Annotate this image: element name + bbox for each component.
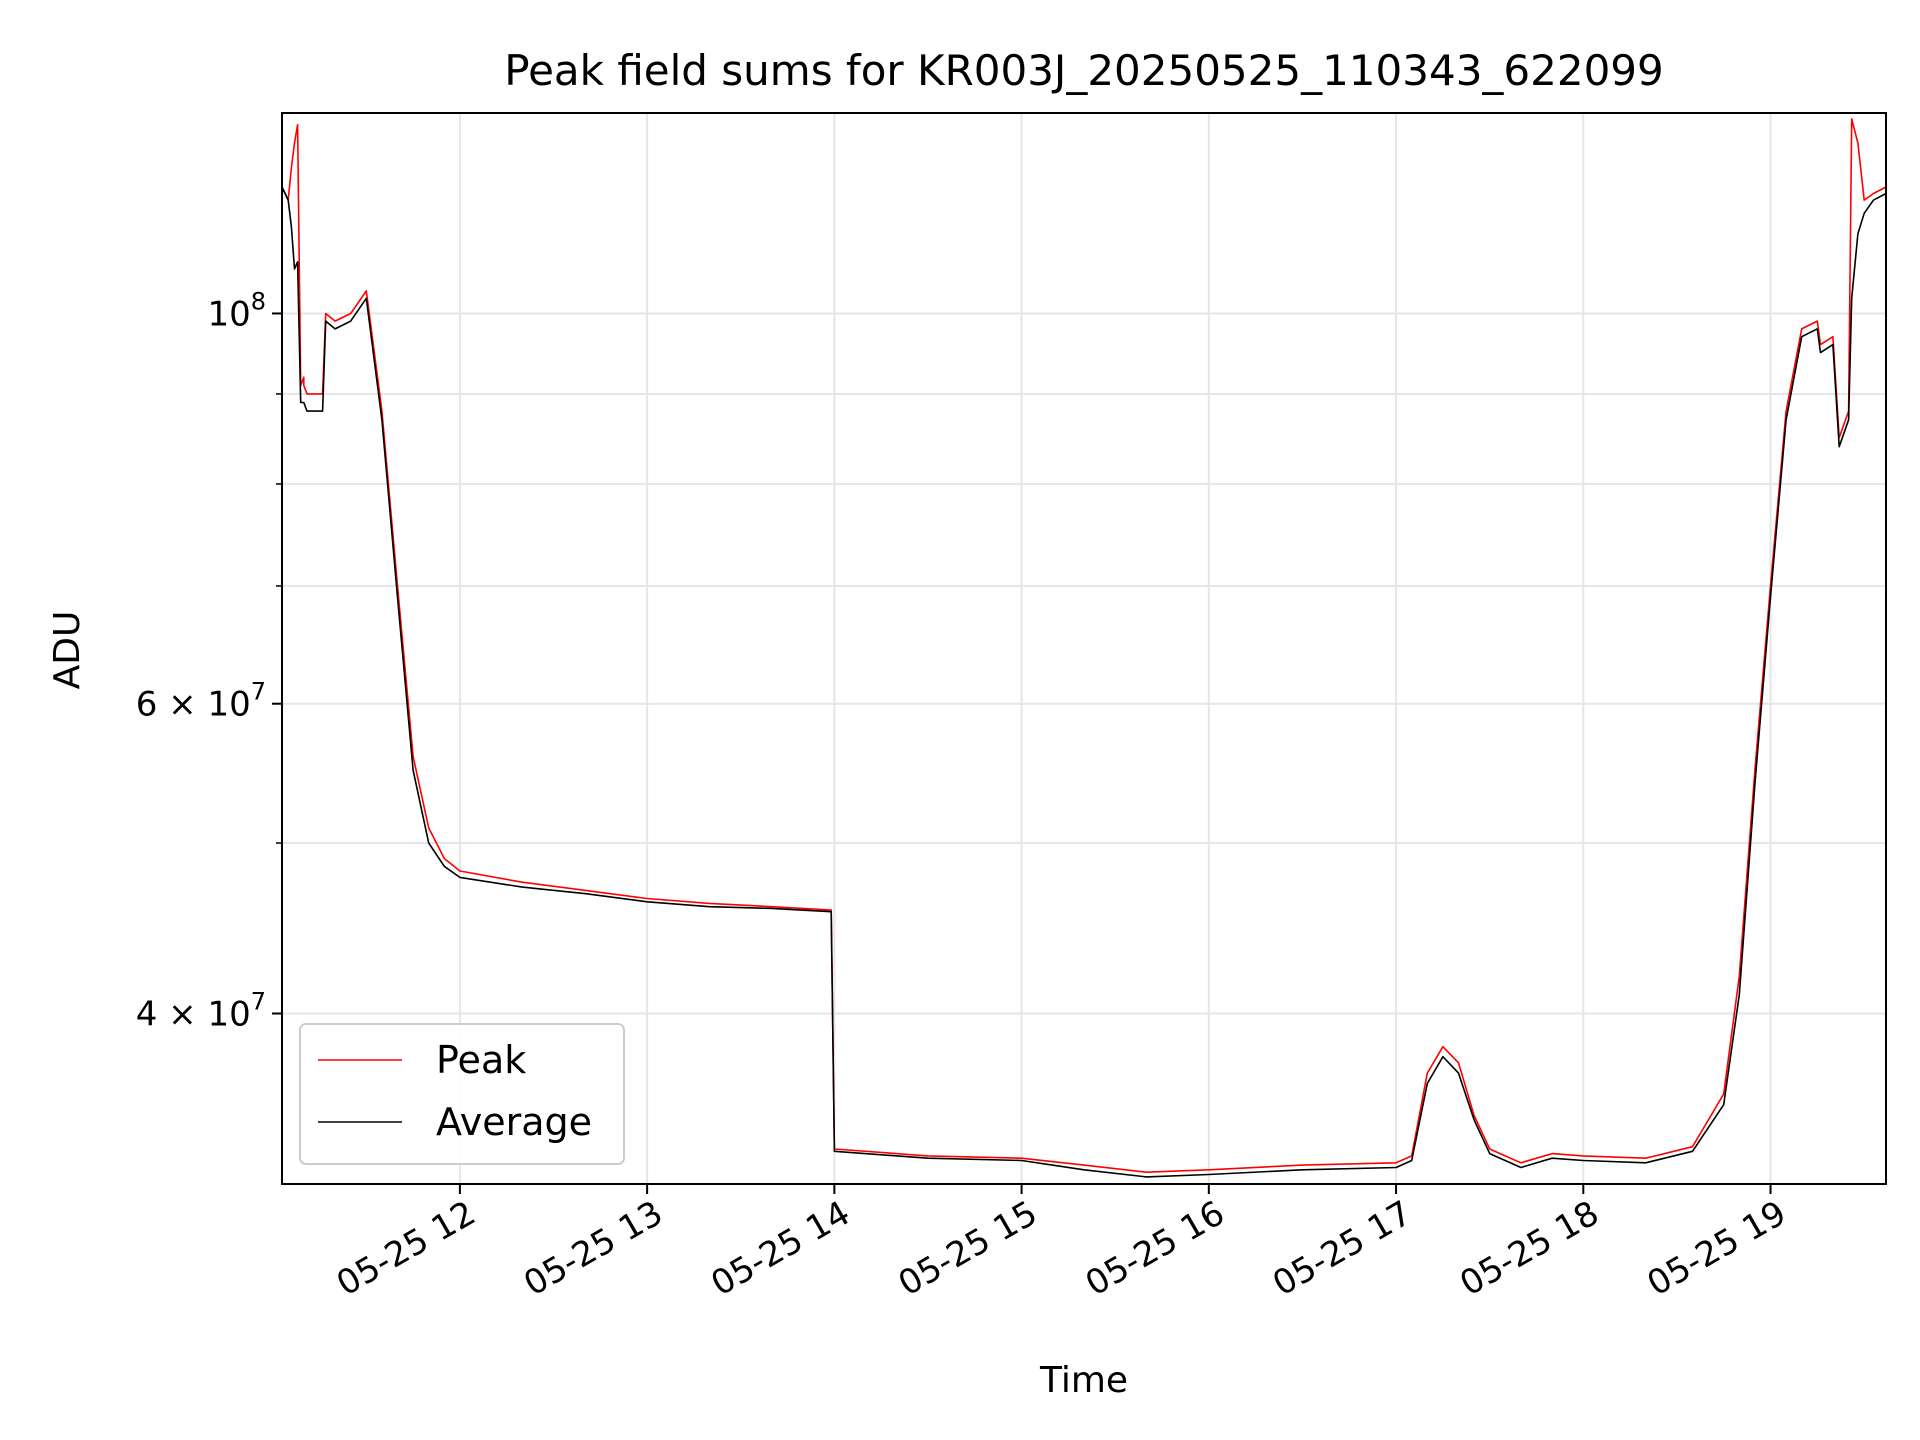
- series-line-average: [281, 186, 1887, 1178]
- y-axis-ticks: 4 × 107 6 × 107 108: [136, 287, 282, 1035]
- x-tick-label: 05-25 19: [1641, 1193, 1793, 1304]
- x-tick-label: 05-25 18: [1453, 1193, 1605, 1304]
- x-axis-label: Time: [1039, 1360, 1128, 1401]
- legend-average-label: Average: [436, 1100, 592, 1144]
- legend-peak-label: Peak: [436, 1038, 526, 1082]
- x-tick-label: 05-25 13: [517, 1193, 669, 1304]
- plot-series: [281, 118, 1887, 1178]
- x-tick-label: 05-25 12: [330, 1193, 482, 1304]
- x-tick-label: 05-25 16: [1079, 1193, 1231, 1304]
- y-tick-label: 6 × 107: [136, 678, 266, 725]
- y-tick-label: 108: [207, 287, 266, 334]
- x-tick-label: 05-25 17: [1266, 1193, 1418, 1304]
- y-axis-label: ADU: [47, 611, 88, 690]
- grid-lines: [282, 113, 1886, 1184]
- legend: Peak Average: [299, 1023, 625, 1165]
- x-tick-label: 05-25 14: [704, 1193, 856, 1304]
- legend-box: [299, 1023, 625, 1165]
- x-axis-ticks: 05-25 12 05-25 13 05-25 14 05-25 15 05-25 16…: [330, 1184, 1793, 1304]
- chart-title: Peak field sums for KR003J_20250525_1103…: [504, 46, 1664, 95]
- plot-frame: [281, 112, 1887, 1185]
- y-tick-label: 4 × 107: [136, 988, 266, 1035]
- series-line-peak: [281, 118, 1887, 1173]
- x-tick-label: 05-25 15: [892, 1193, 1044, 1304]
